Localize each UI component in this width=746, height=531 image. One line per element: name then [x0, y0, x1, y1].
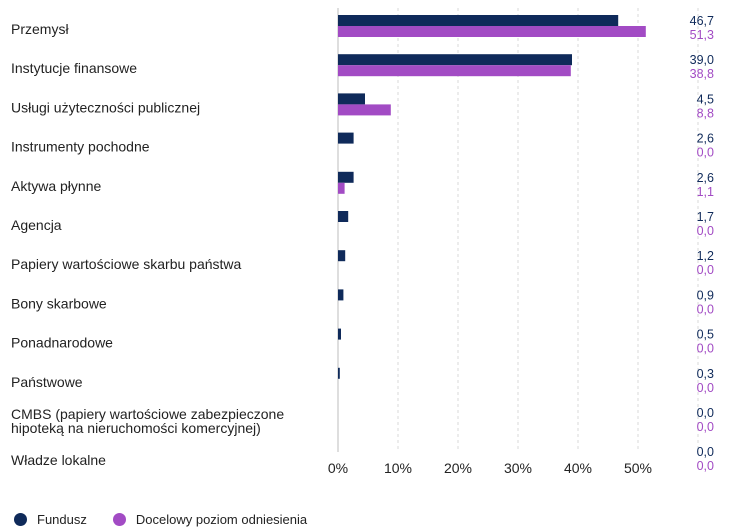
category-label-3: Instrumenty pochodne: [11, 139, 150, 155]
x-tick-label-20: 20%: [444, 460, 472, 476]
bars: [338, 15, 646, 379]
category-label-7: Bony skarbowe: [11, 295, 107, 311]
value-label-benchmark-9: 0,0: [697, 381, 714, 395]
x-tick-label-40: 40%: [564, 460, 592, 476]
value-label-benchmark-7: 0,0: [697, 302, 714, 316]
category-labels: Przemysł Instytucje finansowe Usługi użyte…: [11, 21, 284, 468]
value-label-fundusz-5: 1,7: [697, 210, 714, 224]
x-tick-label-50: 50%: [624, 460, 652, 476]
value-labels: 46,751,339,038,84,58,82,60,02,61,11,70,0…: [690, 14, 714, 473]
bar-fundusz-2: [338, 93, 365, 105]
value-label-benchmark-3: 0,0: [697, 146, 714, 160]
value-label-fundusz-3: 2,6: [697, 132, 714, 146]
x-axis-ticks: 0% 10% 20% 30% 40% 50%: [328, 460, 652, 476]
value-label-fundusz-10: 0,0: [697, 406, 714, 420]
bar-fundusz-1: [338, 54, 572, 66]
category-label-8: Ponadnarodowe: [11, 335, 113, 351]
value-label-fundusz-1: 39,0: [690, 53, 714, 67]
category-label-1: Instytucje finansowe: [11, 60, 137, 76]
value-label-benchmark-4: 1,1: [697, 185, 714, 199]
category-label-11: Władze lokalne: [11, 452, 106, 468]
legend: Fundusz Docelowy poziom odniesienia: [14, 512, 333, 527]
value-label-fundusz-9: 0,3: [697, 367, 714, 381]
value-label-fundusz-7: 0,9: [697, 288, 714, 302]
sector-allocation-chart: Przemysł Instytucje finansowe Usługi użyte…: [11, 8, 714, 476]
bar-fundusz-7: [338, 289, 344, 301]
value-label-benchmark-0: 51,3: [690, 28, 714, 42]
bar-fundusz-4: [338, 171, 354, 183]
legend-label-fundusz: Fundusz: [37, 512, 87, 527]
bar-fundusz-8: [338, 328, 341, 340]
bar-fundusz-6: [338, 250, 346, 262]
value-label-benchmark-10: 0,0: [697, 420, 714, 434]
category-label-5: Agencja: [11, 217, 62, 233]
legend-label-benchmark: Docelowy poziom odniesienia: [135, 512, 308, 527]
legend-item-benchmark: Docelowy poziom odniesienia: [112, 512, 308, 527]
bar-fundusz-5: [338, 211, 349, 222]
bar-fundusz-0: [338, 15, 619, 26]
value-label-benchmark-5: 0,0: [697, 224, 714, 238]
value-label-fundusz-6: 1,2: [697, 249, 714, 263]
value-label-fundusz-0: 46,7: [690, 14, 714, 28]
value-label-benchmark-8: 0,0: [697, 342, 714, 356]
bar-benchmark-4: [338, 182, 345, 194]
value-label-benchmark-6: 0,0: [697, 263, 714, 277]
category-label-2: Usługi użyteczności publicznej: [11, 99, 200, 115]
value-label-fundusz-8: 0,5: [697, 328, 714, 342]
bar-benchmark-1: [338, 65, 571, 77]
x-tick-label-30: 30%: [504, 460, 532, 476]
value-label-benchmark-2: 8,8: [697, 106, 714, 120]
value-label-fundusz-2: 4,5: [697, 92, 714, 106]
bar-benchmark-2: [338, 104, 391, 116]
x-tick-label-10: 10%: [384, 460, 412, 476]
category-label-4: Aktywa płynne: [11, 178, 101, 194]
bar-fundusz-3: [338, 132, 354, 144]
legend-item-fundusz: Fundusz: [14, 512, 87, 527]
category-label-0: Przemysł: [11, 21, 69, 37]
x-tick-label-0: 0%: [328, 460, 348, 476]
value-label-benchmark-11: 0,0: [697, 459, 714, 473]
category-label-10: CMBS (papiery wartościowe zabezpieczone h…: [11, 406, 284, 436]
legend-swatch-benchmark: [112, 513, 126, 526]
value-label-benchmark-1: 38,8: [690, 67, 714, 81]
bar-fundusz-9: [338, 367, 340, 379]
category-label-9: Państwowe: [11, 374, 83, 390]
category-label-6: Papiery wartościowe skarbu państwa: [11, 256, 242, 272]
value-label-fundusz-11: 0,0: [697, 445, 714, 459]
legend-swatch-fundusz: [14, 513, 27, 526]
bar-benchmark-0: [338, 26, 646, 37]
value-label-fundusz-4: 2,6: [697, 171, 714, 185]
